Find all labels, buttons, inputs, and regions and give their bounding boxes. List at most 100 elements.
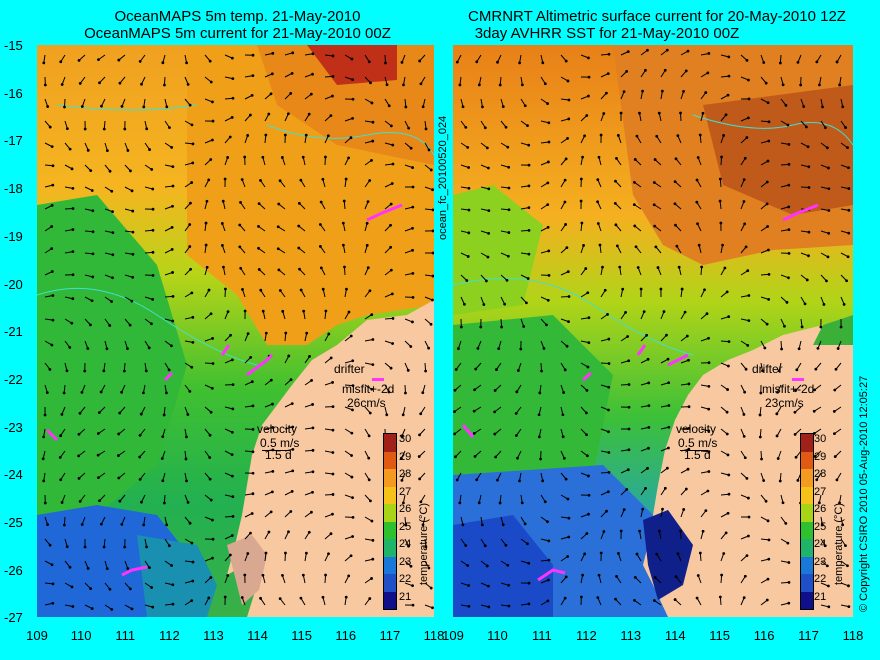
current-arrow-head xyxy=(347,574,351,578)
current-arrow-head xyxy=(663,68,667,72)
current-arrow-head xyxy=(667,381,671,385)
current-arrow-head xyxy=(743,574,747,578)
current-arrow-head xyxy=(170,248,174,251)
current-arrow-head xyxy=(546,160,550,164)
current-arrow-head xyxy=(596,596,600,600)
current-arrow-head xyxy=(579,595,583,599)
current-arrow-head xyxy=(207,178,211,182)
current-arrow-head xyxy=(493,410,497,414)
current-arrow-head xyxy=(675,244,679,248)
current-arrow-head xyxy=(472,431,476,435)
current-arrow-head xyxy=(794,389,797,393)
current-arrow-head xyxy=(130,299,134,303)
current-arrow-head xyxy=(276,225,280,229)
current-arrow-head xyxy=(567,117,571,121)
current-arrow-head xyxy=(466,255,470,258)
current-arrow-head xyxy=(547,121,551,125)
current-arrow-head xyxy=(605,509,608,513)
current-arrow-head xyxy=(370,158,373,162)
current-arrow-head xyxy=(767,139,771,143)
current-arrow-head xyxy=(566,270,570,274)
current-arrow-head xyxy=(638,529,641,533)
current-arrow-head xyxy=(350,475,354,479)
current-arrow-head xyxy=(718,199,722,203)
current-arrow-head xyxy=(682,508,686,511)
current-arrow-head xyxy=(541,61,545,65)
current-arrow-head xyxy=(665,48,669,52)
current-arrow-head xyxy=(461,523,465,527)
current-arrow-head xyxy=(71,297,75,301)
current-arrow-head xyxy=(707,429,711,433)
current-arrow-head xyxy=(762,61,766,64)
current-arrow-head xyxy=(787,162,791,166)
current-arrow-head xyxy=(654,245,658,249)
current-arrow-head xyxy=(51,183,55,187)
y-tick-label: -20 xyxy=(4,276,23,292)
current-arrow-head xyxy=(389,245,393,249)
current-arrow-head xyxy=(621,287,625,291)
current-arrow-head xyxy=(745,136,749,139)
current-arrow-head xyxy=(431,606,434,610)
current-arrow-head xyxy=(527,602,531,606)
current-arrow-head xyxy=(419,82,423,86)
current-arrow-head xyxy=(43,501,47,505)
current-arrow-head xyxy=(547,274,551,277)
current-arrow-head xyxy=(190,123,194,127)
current-arrow-head xyxy=(326,134,330,138)
current-arrow-head xyxy=(110,607,114,611)
y-tick-label: -15 xyxy=(4,38,23,53)
current-arrow-head xyxy=(407,544,410,548)
current-arrow-head xyxy=(123,545,127,549)
current-arrow-head xyxy=(120,522,124,526)
current-arrow-head xyxy=(371,557,375,561)
current-arrow-head xyxy=(483,544,487,548)
current-arrow-head xyxy=(278,289,282,292)
current-arrow-head xyxy=(387,104,391,108)
current-arrow-head xyxy=(284,551,287,555)
right-map-panel[interactable] xyxy=(453,45,853,617)
current-arrow-head xyxy=(351,116,354,120)
current-arrow-head xyxy=(208,477,212,481)
current-arrow-head xyxy=(170,146,174,149)
current-arrow-head xyxy=(289,378,293,382)
current-arrow-head xyxy=(211,119,215,123)
current-arrow-head xyxy=(684,69,688,73)
current-arrow-head xyxy=(704,509,708,513)
current-arrow-head xyxy=(205,265,209,269)
current-arrow-head xyxy=(63,105,66,109)
current-arrow-head xyxy=(475,60,479,64)
current-arrow-head xyxy=(250,512,254,515)
current-arrow-head xyxy=(814,367,818,371)
right-colorbar xyxy=(800,433,814,610)
current-arrow-head xyxy=(278,179,282,183)
current-arrow-head xyxy=(485,146,489,150)
current-arrow-head xyxy=(825,279,828,283)
current-arrow-head xyxy=(766,101,770,105)
current-arrow-head xyxy=(186,413,190,416)
left-map-panel[interactable] xyxy=(37,45,434,617)
current-arrow-head xyxy=(211,337,214,340)
current-arrow-head xyxy=(827,231,831,235)
current-arrow-head xyxy=(674,223,677,227)
current-arrow-head xyxy=(311,470,315,474)
current-arrow-head xyxy=(615,574,618,578)
current-arrow-head xyxy=(51,294,55,297)
current-arrow-head xyxy=(633,575,637,579)
current-arrow-head xyxy=(458,83,462,87)
current-arrow-head xyxy=(819,325,823,329)
current-arrow-head xyxy=(762,479,766,482)
current-arrow-head xyxy=(319,266,323,270)
current-arrow-head xyxy=(834,367,838,371)
y-tick-label: -23 xyxy=(4,419,23,435)
current-arrow-head xyxy=(705,312,709,316)
current-arrow-head xyxy=(700,265,704,269)
current-arrow-head xyxy=(743,390,747,394)
current-arrow-head xyxy=(707,450,711,454)
current-arrow-head xyxy=(622,508,626,512)
current-arrow-head xyxy=(50,203,54,207)
current-arrow-head xyxy=(171,184,175,188)
current-arrow-head xyxy=(464,125,468,129)
current-arrow-head xyxy=(185,479,188,483)
current-arrow-head xyxy=(259,178,262,182)
current-arrow-head xyxy=(91,275,95,279)
